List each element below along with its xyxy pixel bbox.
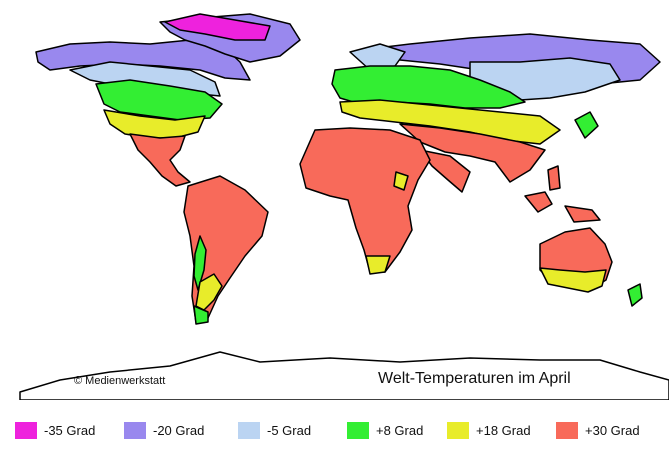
legend-label: -35 Grad xyxy=(44,423,96,438)
copyright-text: © Medienwerkstatt xyxy=(74,375,166,387)
legend-item-plus8: +8 Grad xyxy=(347,422,423,439)
legend-label: -5 Grad xyxy=(267,423,312,438)
eurasia xyxy=(331,33,661,193)
legend-label: +8 Grad xyxy=(376,423,424,438)
legend-swatch xyxy=(347,422,369,439)
legend-label: -20 Grad xyxy=(153,423,205,438)
legend-swatch xyxy=(238,422,260,439)
southeast-asia-islands xyxy=(524,165,601,223)
map-title: Welt-Temperaturen im April xyxy=(378,370,571,387)
legend-item-minus20: -20 Grad xyxy=(124,422,204,439)
legend-item-minus5: -5 Grad xyxy=(238,422,311,439)
antarctica xyxy=(19,351,669,400)
north-america xyxy=(35,39,251,187)
legend-item-minus35: -35 Grad xyxy=(15,422,95,439)
legend-swatch xyxy=(556,422,578,439)
greenland xyxy=(159,13,301,63)
world-map xyxy=(19,13,669,400)
legend-swatch xyxy=(15,422,37,439)
legend-item-plus30: +30 Grad xyxy=(556,422,640,439)
legend-item-plus18: +18 Grad xyxy=(447,422,531,439)
africa xyxy=(299,127,431,275)
legend-swatch xyxy=(124,422,146,439)
legend: -35 Grad -20 Grad -5 Grad +8 Grad +18 Gr… xyxy=(0,412,669,466)
legend-swatch xyxy=(447,422,469,439)
australia xyxy=(539,227,643,307)
legend-label: +30 Grad xyxy=(585,423,640,438)
south-america xyxy=(183,175,269,325)
legend-label: +18 Grad xyxy=(476,423,531,438)
